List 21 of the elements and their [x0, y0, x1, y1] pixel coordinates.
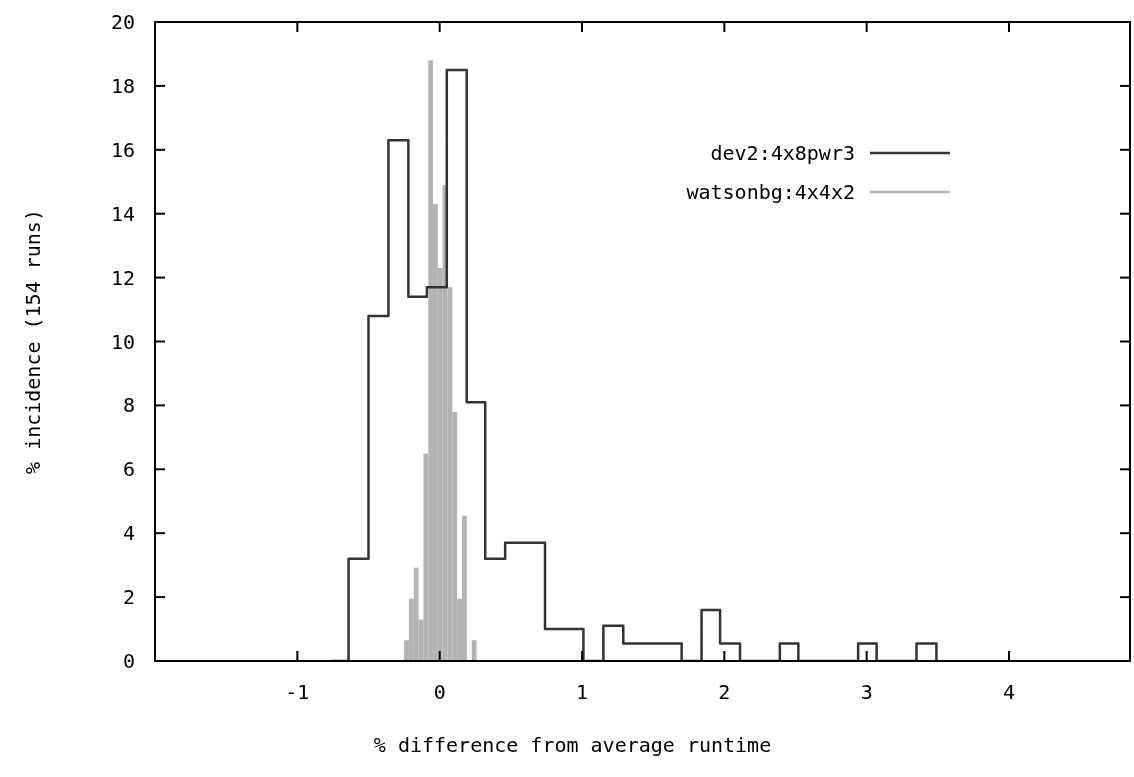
- y-tick-label: 8: [122, 393, 135, 418]
- x-tick-label: 0: [433, 680, 446, 704]
- x-axis-title: % difference from average runtime: [373, 733, 772, 757]
- y-tick-label: 10: [110, 329, 135, 354]
- x-tick-label: 3: [860, 680, 873, 704]
- y-tick-label: 0: [122, 649, 135, 673]
- x-tick-label: 2: [718, 680, 731, 704]
- y-tick-label: 20: [110, 10, 135, 34]
- y-tick-label: 4: [122, 521, 135, 546]
- legend-label: watsonbg:4x4x2: [686, 180, 855, 204]
- y-tick-label: 2: [122, 585, 135, 610]
- x-tick-label: 1: [575, 680, 589, 704]
- x-tick-label: -1: [285, 680, 310, 704]
- y-axis-title: % incidence (154 runs): [21, 209, 45, 474]
- y-tick-label: 6: [122, 457, 135, 482]
- y-tick-label: 16: [110, 137, 135, 162]
- y-tick-label: 18: [110, 73, 135, 98]
- y-tick-label: 12: [110, 265, 135, 290]
- x-tick-label: 4: [1002, 680, 1016, 704]
- legend-label: dev2:4x8pwr3: [710, 141, 855, 165]
- y-tick-label: 14: [110, 201, 135, 226]
